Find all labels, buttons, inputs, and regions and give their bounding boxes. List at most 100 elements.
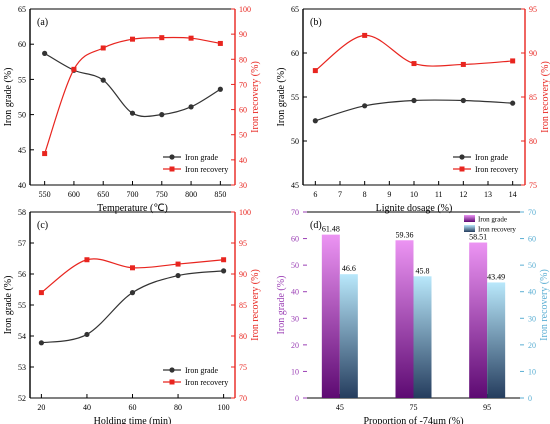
bar-iron-recovery [487, 282, 506, 398]
right-axis-title: Iron recovery (%) [250, 61, 261, 133]
data-point [38, 290, 44, 296]
left-tick-label: 45 [18, 146, 26, 155]
right-tick-label: 50 [528, 261, 536, 270]
panel-label: (c) [37, 220, 48, 231]
bar-value-label: 59.36 [396, 230, 414, 239]
left-tick-label: 30 [291, 314, 299, 323]
data-point [362, 103, 368, 109]
x-tick-label: 9 [387, 190, 391, 199]
left-tick-label: 50 [18, 111, 26, 120]
data-point [188, 35, 194, 41]
right-tick-label: 80 [239, 332, 247, 341]
data-point [71, 66, 77, 72]
left-axis-title: Iron grade (%) [3, 276, 14, 335]
right-tick-label: 70 [239, 80, 247, 89]
panel-label: (a) [37, 17, 48, 28]
data-point [217, 86, 223, 92]
data-point [460, 61, 466, 67]
left-tick-label: 60 [291, 49, 299, 58]
x-tick-label: 13 [484, 190, 492, 199]
chart-panel-b: (b) Lignite dosage (%) Iron grade (%) Iron … [276, 5, 550, 214]
right-tick-label: 85 [529, 93, 537, 102]
bar-value-label: 61.48 [322, 225, 340, 234]
left-tick-label: 55 [18, 75, 26, 84]
bar-iron-grade [469, 242, 488, 398]
panel-label: (b) [310, 17, 322, 28]
x-tick-label: 95 [483, 403, 491, 412]
x-tick-label: 700 [127, 190, 139, 199]
legend-marker [459, 154, 465, 160]
left-tick-label: 60 [291, 235, 299, 244]
legend-label: Iron recovery [185, 378, 228, 387]
right-tick-label: 75 [239, 363, 247, 372]
right-tick-label: 80 [529, 137, 537, 146]
left-tick-label: 53 [18, 363, 26, 372]
data-point [411, 61, 417, 67]
bar-value-label: 46.6 [342, 264, 356, 273]
series-line [44, 36, 221, 154]
left-tick-label: 60 [18, 40, 26, 49]
data-point [84, 331, 90, 338]
right-tick-label: 75 [529, 181, 537, 190]
bar-value-label: 58.51 [469, 233, 487, 242]
left-tick-label: 65 [291, 5, 299, 14]
data-point [159, 35, 165, 41]
data-point [130, 36, 135, 42]
x-tick-label: 650 [97, 190, 109, 199]
legend-marker [169, 154, 175, 160]
bar-value-label: 45.8 [416, 266, 430, 275]
bar-iron-grade [395, 240, 414, 398]
data-point [221, 268, 227, 274]
x-axis-title: Lignite dosage (%) [376, 203, 453, 214]
right-axis-title: Iron recovery (%) [250, 269, 261, 341]
right-axis-title: Iron recovery (%) [540, 61, 550, 133]
x-tick-label: 45 [336, 403, 344, 412]
x-axis-title: Holding time (min) [94, 416, 172, 424]
data-point [129, 290, 136, 296]
data-point [42, 151, 48, 157]
x-tick-label: 7 [338, 190, 342, 199]
series-line [315, 99, 513, 122]
right-tick-label: 20 [528, 341, 536, 350]
left-tick-label: 55 [291, 93, 299, 102]
legend-label: Iron grade [185, 366, 219, 375]
bar-value-label: 43.49 [487, 272, 505, 281]
series-line [41, 258, 224, 294]
legend-marker [169, 166, 175, 172]
x-tick-label: 800 [185, 190, 197, 199]
left-tick-label: 52 [18, 394, 26, 403]
bar-iron-recovery [413, 276, 432, 398]
data-point [129, 110, 136, 116]
left-axis-title: Iron grade (%) [3, 68, 14, 127]
x-tick-label: 100 [218, 403, 230, 412]
right-tick-label: 50 [239, 131, 247, 140]
right-tick-label: 80 [239, 55, 247, 64]
data-point [130, 265, 135, 271]
right-tick-label: 95 [239, 239, 247, 248]
left-tick-label: 40 [291, 288, 299, 297]
legend-label: Iron recovery [478, 226, 516, 234]
left-tick-label: 65 [18, 5, 26, 14]
right-tick-label: 0 [528, 394, 532, 403]
right-tick-label: 85 [239, 301, 247, 310]
right-tick-label: 90 [239, 270, 247, 279]
data-point [510, 100, 516, 106]
x-tick-label: 20 [37, 403, 45, 412]
x-tick-label: 12 [459, 190, 467, 199]
legend-marker [169, 367, 175, 373]
right-tick-label: 100 [239, 5, 251, 14]
data-point [38, 340, 44, 346]
series-line [44, 52, 221, 118]
legend-label: Iron grade [478, 216, 507, 224]
left-tick-label: 55 [18, 301, 26, 310]
legend-swatch [464, 215, 475, 222]
data-point [175, 272, 181, 279]
left-tick-label: 54 [18, 332, 26, 341]
left-tick-label: 57 [18, 239, 26, 248]
right-axis-title: Iron recovery (%) [539, 269, 550, 341]
x-tick-label: 6 [313, 190, 317, 199]
panel-label: (d) [310, 220, 322, 231]
left-tick-label: 40 [18, 181, 26, 190]
left-tick-label: 0 [295, 394, 299, 403]
